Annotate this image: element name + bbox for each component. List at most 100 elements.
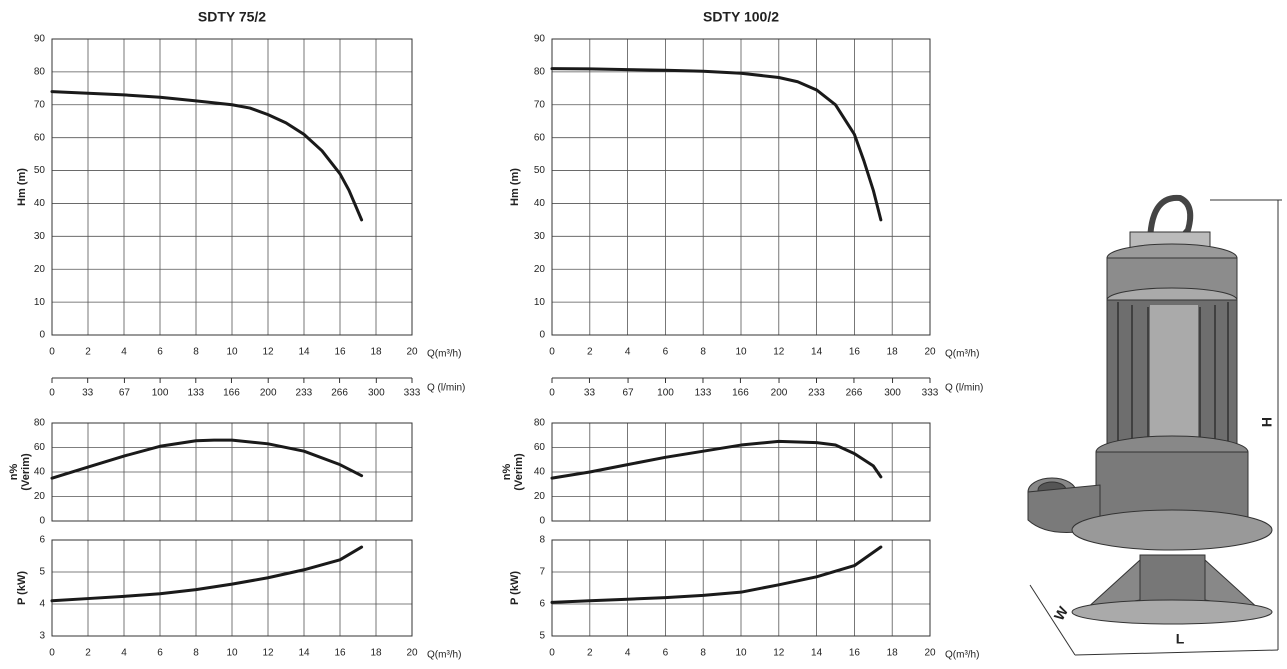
x-axis-label: Q(m³/h) [945,650,979,661]
x-tick-label: 0 [49,347,55,358]
x2-tick-label: 67 [622,388,634,399]
x-tick-label: 16 [849,648,861,659]
y-tick-label: 5 [539,631,545,642]
x-tick-label: 8 [700,347,706,358]
y-tick-label: 40 [34,198,46,209]
y-tick-label: 20 [34,264,46,275]
y-axis-label: n% [8,464,20,481]
dimension-label: L [1176,631,1185,647]
y-axis-label: Hm (m) [509,168,521,206]
y-tick-label: 60 [534,132,546,143]
x-tick-label: 8 [193,648,199,659]
x-tick-label: 6 [157,347,163,358]
y-axis-label: (Verim) [20,453,32,491]
y-tick-label: 80 [34,418,46,429]
y-tick-label: 20 [534,491,546,502]
x-tick-label: 4 [625,347,631,358]
curve [550,67,883,222]
y-tick-label: 80 [34,67,46,78]
x-axis-label: Q(m³/h) [945,349,979,360]
x-tick-label: 16 [334,347,346,358]
x-tick-label: 2 [587,648,593,659]
plot-frame [551,539,931,637]
x-tick-label: 18 [370,648,382,659]
dimension-label: H [1259,417,1275,427]
x2-tick-label: 133 [187,388,204,399]
x2-tick-label: 100 [152,388,169,399]
x2-tick-label: 67 [119,388,131,399]
x2-tick-label: 300 [368,388,385,399]
x-tick-label: 10 [226,347,238,358]
x-tick-label: 12 [773,347,785,358]
x-tick-label: 10 [735,648,747,659]
x2-axis-label: Q (l/min) [427,383,465,394]
x-tick-label: 14 [811,347,823,358]
x2-axis-label: Q (l/min) [945,383,983,394]
plot-frame [51,422,413,522]
x2-tick-label: 33 [82,388,94,399]
curve [50,90,364,222]
x-tick-label: 20 [924,347,936,358]
y-tick-label: 40 [534,467,546,478]
x-tick-label: 20 [406,347,418,358]
x2-tick-label: 266 [331,388,348,399]
x-tick-label: 4 [121,648,127,659]
x2-tick-label: 333 [922,388,939,399]
x-tick-label: 0 [49,648,55,659]
y-tick-label: 3 [39,631,45,642]
plot-frame [51,539,413,637]
y-tick-label: 70 [34,99,46,110]
x-axis-label: Q(m³/h) [427,349,461,360]
x2-tick-label: 100 [657,388,674,399]
y-tick-label: 90 [534,34,546,45]
x-tick-label: 4 [625,648,631,659]
y-tick-label: 4 [39,599,45,610]
x-tick-label: 2 [587,347,593,358]
x-tick-label: 14 [298,648,310,659]
y-tick-label: 7 [539,567,545,578]
x-tick-label: 2 [85,347,91,358]
x-tick-label: 12 [773,648,785,659]
y-axis-label: (Verim) [513,453,525,491]
y-axis-label: P (kW) [16,571,28,605]
x2-tick-label: 166 [732,388,749,399]
x2-tick-label: 200 [771,388,788,399]
chart-title: SDTY 100/2 [703,9,779,25]
y-tick-label: 10 [34,297,46,308]
curve [550,545,883,604]
x-tick-label: 0 [549,648,555,659]
pump-illustration: H W L [1027,194,1282,656]
y-tick-label: 0 [539,330,545,341]
curve [550,439,883,480]
x-axis-label: Q(m³/h) [427,650,461,661]
x2-tick-label: 0 [549,388,555,399]
x-tick-label: 8 [700,648,706,659]
x-tick-label: 14 [298,347,310,358]
y-axis-label: n% [501,464,513,481]
x2-tick-label: 233 [808,388,825,399]
x-tick-label: 8 [193,347,199,358]
x-tick-label: 16 [849,347,861,358]
x-tick-label: 18 [370,347,382,358]
y-tick-label: 80 [534,418,546,429]
x-tick-label: 10 [735,347,747,358]
chart-title: SDTY 75/2 [198,9,266,25]
x2-tick-label: 333 [404,388,421,399]
dimension-label: W [1051,603,1072,623]
x2-tick-label: 266 [846,388,863,399]
y-tick-label: 70 [534,99,546,110]
x2-tick-label: 300 [884,388,901,399]
y-tick-label: 20 [534,264,546,275]
x2-tick-label: 200 [260,388,277,399]
x-tick-label: 12 [262,347,274,358]
x-tick-label: 12 [262,648,274,659]
plot-frame [551,38,931,336]
y-tick-label: 0 [39,516,45,527]
y-tick-label: 30 [534,231,546,242]
x-tick-label: 6 [157,648,163,659]
y-axis-label: P (kW) [509,571,521,605]
y-axis-label: Hm (m) [16,168,28,206]
x-tick-label: 18 [887,648,899,659]
x2-tick-label: 166 [223,388,240,399]
